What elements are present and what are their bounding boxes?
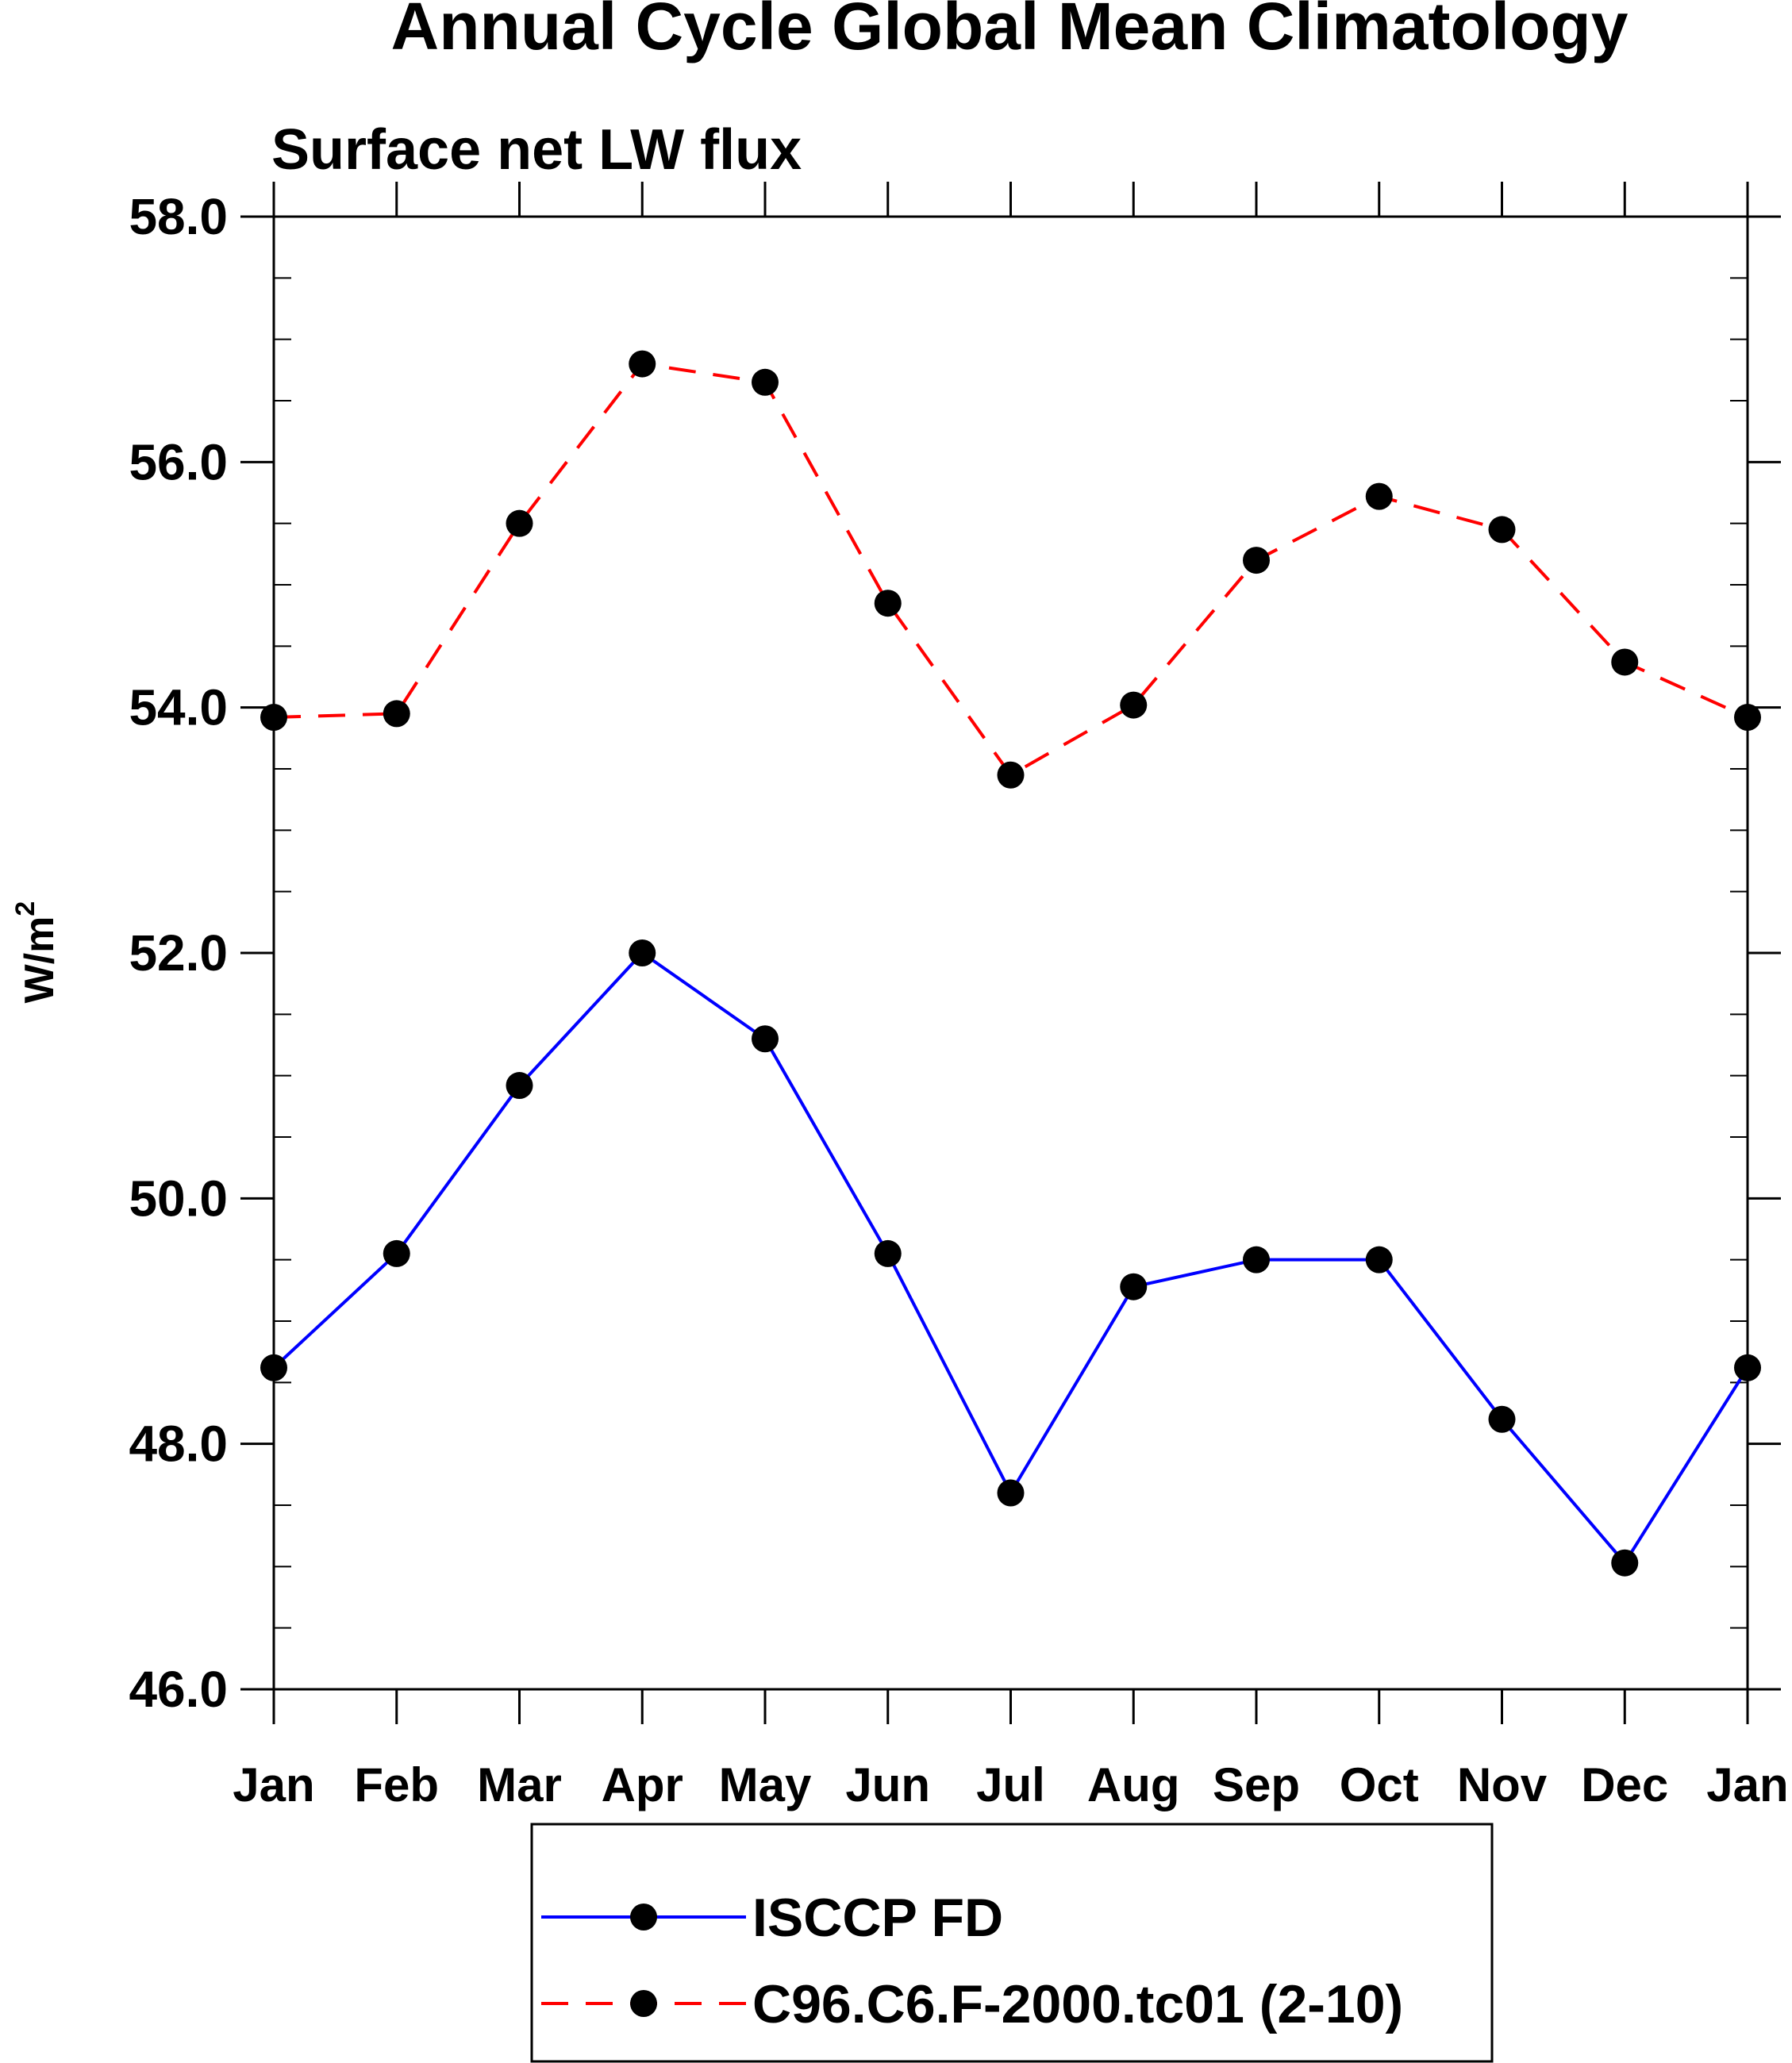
data-point-isccp — [874, 1239, 902, 1267]
data-point-isccp — [1611, 1549, 1639, 1577]
data-point-model — [383, 700, 410, 728]
x-tick-label: Jul — [976, 1758, 1045, 1811]
svg-text:W/m2: W/m2 — [10, 901, 63, 1004]
series-line-isccp — [272, 951, 1749, 1565]
x-tick-label: Jan — [1706, 1758, 1788, 1811]
data-point-isccp — [997, 1479, 1025, 1507]
y-tick-label: 58.0 — [129, 188, 228, 245]
data-point-isccp — [383, 1239, 410, 1267]
x-tick-label: Feb — [354, 1758, 439, 1811]
x-tick-label: Mar — [477, 1758, 562, 1811]
data-point-isccp — [1243, 1246, 1270, 1274]
y-tick-labels: 46.0 48.0 50.0 52.0 54.0 56.0 58.0 — [129, 188, 228, 1718]
axis-ticks — [240, 182, 1781, 1724]
y-tick-label: 54.0 — [129, 679, 228, 736]
data-point-model — [1488, 516, 1516, 544]
x-tick-label: Sep — [1213, 1758, 1300, 1811]
data-point-isccp — [752, 1025, 779, 1053]
y-axis-label-text: W/m — [17, 916, 63, 1004]
legend-label-isccp: ISCCP FD — [752, 1888, 1003, 1948]
data-point-model — [874, 590, 902, 617]
legend-label-model: C96.C6.F-2000.tc01 (2-10) — [752, 1974, 1403, 2034]
series-line-model — [273, 362, 1748, 777]
data-point-model — [997, 761, 1025, 789]
x-tick-label: Nov — [1457, 1758, 1548, 1811]
y-tick-label: 48.0 — [129, 1416, 228, 1473]
data-point-model — [1365, 482, 1393, 510]
legend-marker-model — [630, 1990, 657, 2017]
data-point-model — [1120, 691, 1148, 719]
data-point-isccp — [1365, 1246, 1393, 1274]
x-tick-label: Apr — [602, 1758, 683, 1811]
data-point-isccp — [506, 1072, 533, 1100]
data-point-isccp — [1488, 1405, 1516, 1433]
y-tick-label: 50.0 — [129, 1170, 228, 1227]
y-tick-label: 52.0 — [129, 924, 228, 982]
x-tick-label: Dec — [1581, 1758, 1668, 1811]
x-tick-label: Jun — [845, 1758, 930, 1811]
legend: ISCCP FD C96.C6.F-2000.tc01 (2-10) — [530, 1823, 1494, 2063]
x-tick-label: Oct — [1340, 1758, 1419, 1811]
data-point-model — [629, 350, 656, 378]
data-point-isccp — [1120, 1273, 1148, 1300]
legend-marker-isccp — [630, 1904, 657, 1930]
data-point-model — [1611, 648, 1639, 676]
chart-subtitle: Surface net LW flux — [271, 118, 802, 182]
x-tick-labels: Jan Feb Mar Apr May Jun Jul Aug Sep Oct Nov Dec Jan — [233, 1758, 1788, 1811]
x-tick-label: Aug — [1087, 1758, 1180, 1811]
y-axis-label-superscript: 2 — [10, 901, 40, 916]
y-tick-label: 56.0 — [129, 433, 228, 490]
chart-title: Annual Cycle Global Mean Climatology — [391, 0, 1629, 63]
x-tick-label: May — [719, 1758, 812, 1811]
plot-frame — [272, 215, 1749, 1691]
x-tick-label: Jan — [233, 1758, 314, 1811]
series-layer — [260, 350, 1761, 1577]
y-tick-label: 46.0 — [129, 1661, 228, 1718]
y-axis-label: W/m2 — [10, 901, 63, 1004]
data-point-model — [752, 368, 779, 396]
data-point-isccp — [629, 939, 656, 966]
data-point-model — [506, 509, 533, 537]
legend-box — [530, 1823, 1494, 2063]
data-point-model — [1243, 547, 1270, 574]
